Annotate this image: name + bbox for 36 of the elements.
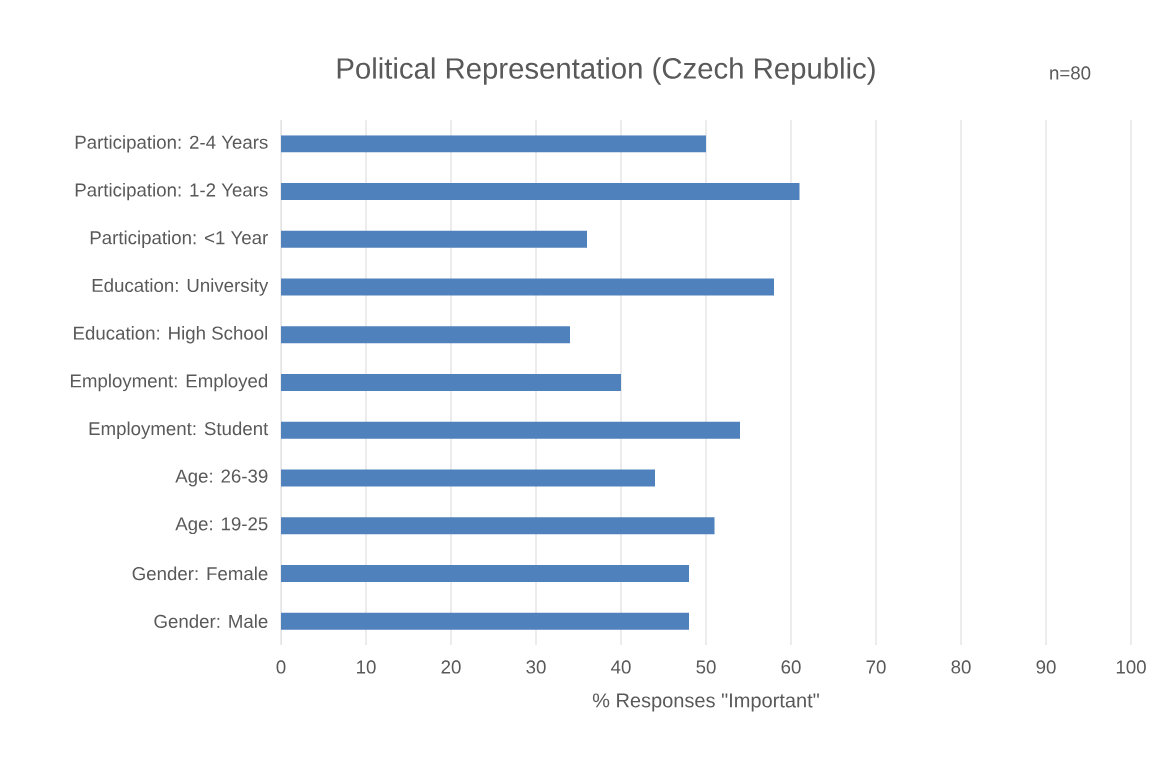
bar [281,278,775,296]
x-axis-title: % Responses "Important" [592,693,819,712]
bar [281,612,690,630]
x-tick-label: 0 [276,660,286,674]
bar [281,326,571,344]
chart-title: Political Representation (Czech Republic) [337,57,875,85]
bar [281,230,588,248]
y-tick-label: Education: University [92,278,269,296]
x-tick-label: 100 [1116,660,1146,674]
y-tick-label: Participation: <1 Year [90,230,268,249]
y-tick-label: Age: 19-25 [175,517,268,535]
y-tick-label: Age: 26-39 [175,469,268,487]
x-tick-label: 70 [866,660,886,674]
bar [281,373,621,391]
text: n=80 [1050,66,1091,80]
y-tick-label: Participation: 1-2 Years [75,182,268,201]
bar [281,564,690,582]
x-tick-label: 60 [781,660,801,674]
x-tick-label: 30 [526,660,546,674]
y-tick-label: Education: High School [74,326,268,344]
x-tick-label: 10 [357,660,376,674]
y-tick-label: Participation: 2-4 Years [75,135,268,153]
x-tick-label: 80 [951,660,971,674]
y-tick-label: Gender: Female [132,566,268,581]
bar [281,183,800,201]
x-tick-label: 50 [696,660,716,674]
bar [281,135,707,153]
bar [281,469,656,487]
y-tick-label: Employment: Student [89,421,269,439]
x-tick-label: 20 [441,660,461,674]
bar [281,517,715,535]
x-tick-label: 40 [611,660,631,674]
y-tick-label: Gender: Male [154,614,268,628]
bar [281,421,740,439]
x-tick-label: 90 [1036,660,1056,674]
y-tick-label: Employment: Employed [70,373,268,392]
